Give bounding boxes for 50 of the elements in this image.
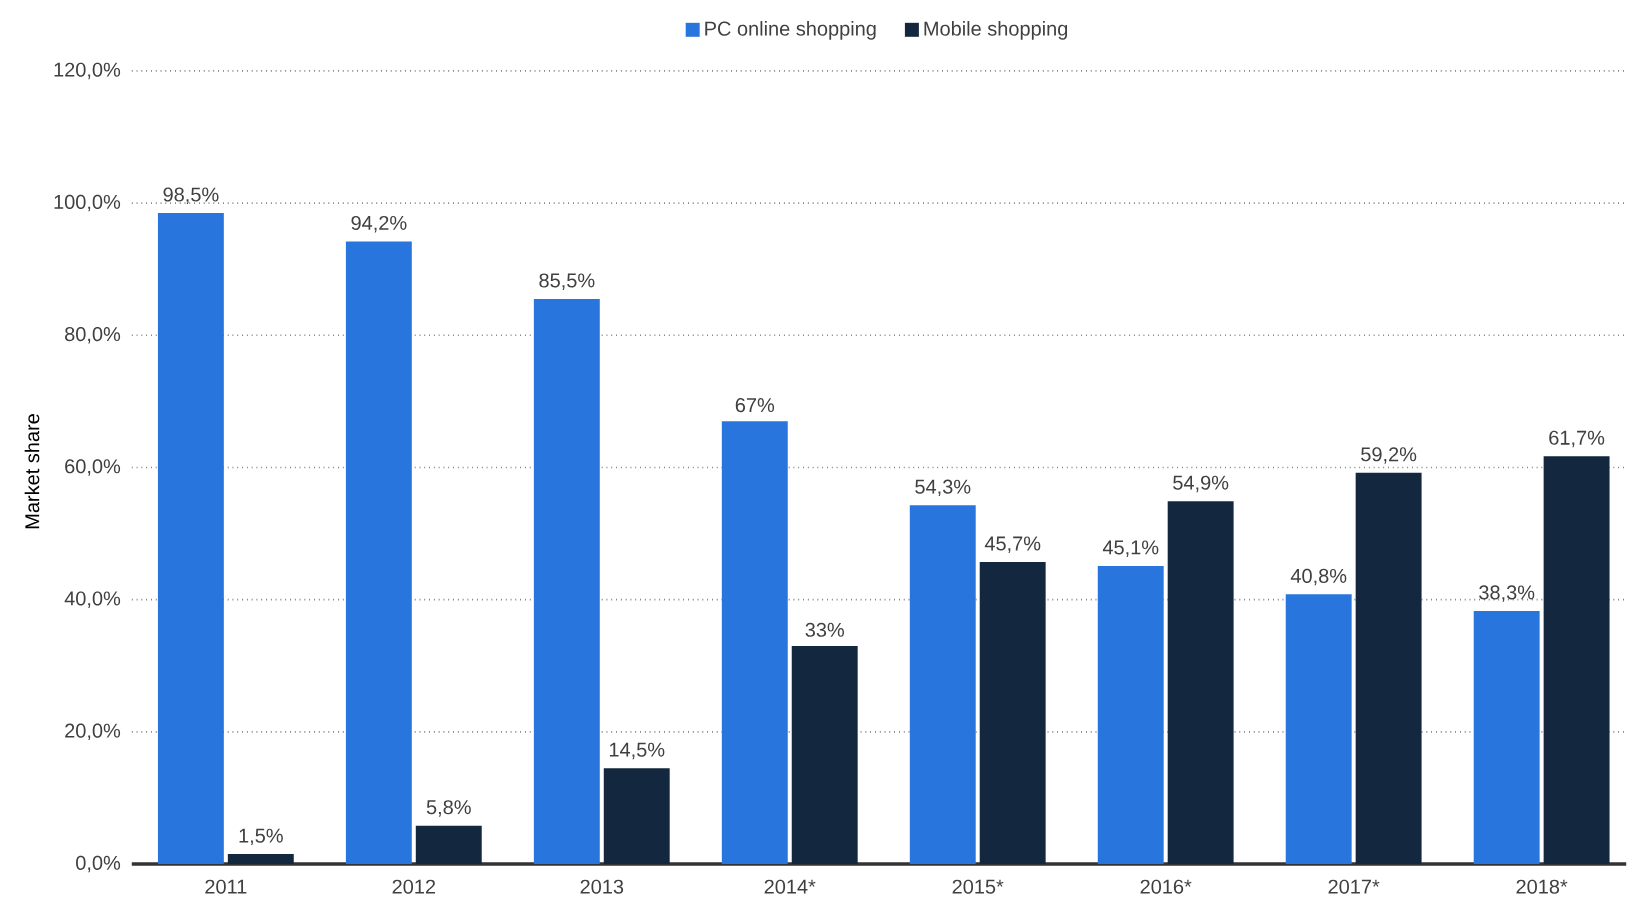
x-tick-label: 2016* [1140,879,1192,894]
y-tick-label: 40,0% [64,591,121,608]
x-tick-label: 2011 [205,879,247,894]
x-tick-label: 2018* [1516,879,1568,894]
bar [1543,456,1610,864]
y-tick-label: 20,0% [65,723,121,740]
bar [979,561,1046,864]
data-label: 85,5% [539,273,595,290]
legend-label: Mobile shopping [924,20,1068,40]
bar [1285,594,1352,864]
x-tick-label: 2013 [580,879,624,894]
data-label: 40,8% [1290,568,1347,586]
bar [1355,472,1422,864]
data-label: 94,2% [351,215,407,233]
bar [1473,610,1540,864]
bar [1097,565,1164,864]
bar [157,212,224,864]
bar [415,825,482,864]
bar [791,645,858,864]
bar [345,241,412,864]
y-axis-title: Market share [24,413,40,528]
data-label: 61,7% [1549,430,1605,447]
bar [909,504,976,864]
data-label: 54,3% [915,479,971,496]
y-tick-label: 100,0% [54,194,121,212]
y-tick-label: 0,0% [76,855,121,873]
bar [603,768,670,864]
data-label: 33% [805,622,845,637]
data-label: 67% [735,397,775,412]
y-tick-label: 120,0% [54,62,121,79]
x-tick-label: 2017* [1328,879,1380,894]
data-label: 54,9% [1173,475,1229,492]
data-label: 45,7% [984,536,1041,553]
data-label: 14,5% [609,742,665,759]
data-label: 45,1% [1102,540,1159,557]
legend-label: PC online shopping [705,20,876,40]
x-tick-label: 2015* [952,879,1004,894]
data-label: 5,8% [426,799,471,817]
x-tick-label: 2012 [392,879,436,894]
bar [1167,500,1234,864]
data-label: 1,5% [239,828,283,845]
data-label: 59,2% [1361,447,1417,464]
y-tick-label: 60,0% [65,459,121,476]
bar [533,298,600,864]
y-tick-label: 80,0% [65,326,121,344]
bar [227,853,294,864]
bar [721,421,788,864]
x-tick-label: 2014* [764,879,816,894]
data-label: 98,5% [163,187,219,204]
data-label: 38,3% [1479,585,1535,602]
